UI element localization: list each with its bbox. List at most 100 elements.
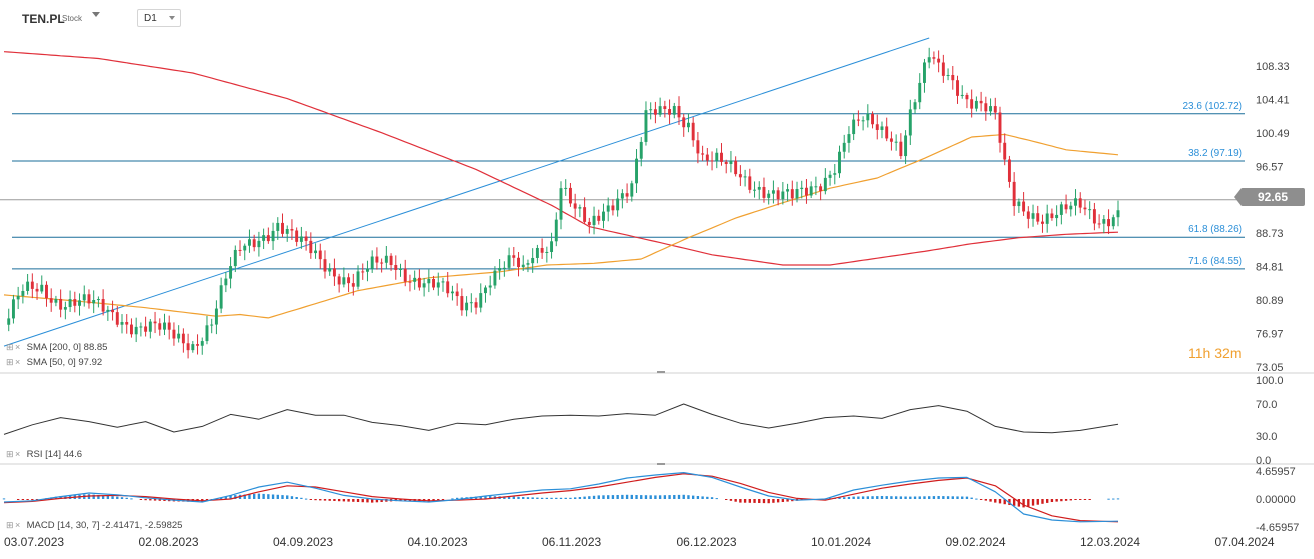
- candle-body: [351, 283, 355, 287]
- macd-histogram-bar: [866, 496, 870, 499]
- candle-body: [639, 141, 643, 159]
- macd-histogram-bar: [149, 499, 152, 501]
- candle-body: [512, 255, 516, 258]
- timeframe-select[interactable]: D1: [137, 9, 181, 27]
- macd-histogram-bar: [262, 493, 265, 499]
- candle-body: [904, 135, 908, 157]
- macd-histogram-bar: [984, 499, 988, 501]
- macd-histogram-bar: [158, 499, 161, 501]
- indicator-settings-icon[interactable]: ⊞: [6, 357, 14, 367]
- candle-body: [210, 324, 214, 326]
- macd-histogram-bar: [998, 499, 1002, 504]
- macd-histogram-bar: [540, 497, 544, 499]
- remove-indicator-icon[interactable]: ×: [15, 449, 21, 459]
- candle-body: [729, 160, 733, 165]
- fib-level-label: 61.8 (88.26): [1188, 224, 1242, 235]
- macd-histogram-bar: [1027, 499, 1030, 507]
- candle-body: [144, 326, 148, 332]
- candle-body: [399, 268, 402, 270]
- candle-body: [1074, 198, 1077, 206]
- indicator-settings-icon[interactable]: ⊞: [6, 449, 14, 459]
- candle-body: [583, 207, 587, 222]
- macd-histogram-bar: [16, 499, 20, 500]
- macd-histogram-bar: [781, 499, 785, 503]
- countdown-minutes: 32: [1214, 345, 1230, 361]
- date-axis-tick: 04.09.2023: [273, 535, 333, 549]
- remove-indicator-icon[interactable]: ×: [15, 357, 21, 367]
- macd-histogram-bar: [743, 499, 747, 503]
- candle-body: [125, 322, 129, 325]
- macd-histogram-bar: [337, 499, 341, 502]
- macd-histogram-bar: [1060, 499, 1063, 502]
- macd-histogram-bar: [21, 499, 25, 500]
- price-axis-tick: 76.97: [1256, 329, 1284, 341]
- candle-body: [521, 264, 525, 268]
- candle-body: [469, 302, 473, 304]
- candle-body: [956, 80, 959, 96]
- candle-body: [526, 263, 530, 265]
- macd-histogram-bar: [918, 496, 921, 499]
- macd-histogram-bar: [224, 496, 228, 499]
- macd-histogram-bar: [522, 496, 525, 499]
- macd-histogram-bar: [928, 496, 931, 499]
- date-axis-tick: 03.07.2023: [4, 535, 64, 549]
- sma50-legend-text: SMA [50, 0] 97.92: [26, 357, 103, 368]
- date-axis-tick: 09.02.2024: [946, 535, 1006, 549]
- macd-histogram-bar: [1046, 499, 1049, 503]
- macd-histogram-bar: [691, 495, 695, 499]
- candle-body: [984, 103, 988, 112]
- indicator-settings-icon[interactable]: ⊞: [6, 342, 14, 352]
- macd-histogram-bar: [97, 494, 100, 499]
- macd-histogram-bar: [706, 496, 709, 499]
- macd-histogram-bar: [545, 497, 549, 499]
- candle-body: [540, 247, 544, 253]
- candle-body: [163, 322, 166, 330]
- macd-axis-tick: 0.00000: [1256, 494, 1296, 506]
- candle-body: [40, 284, 44, 292]
- candle-body: [899, 141, 903, 157]
- candle-body: [998, 112, 1002, 143]
- macd-histogram-bar: [507, 496, 511, 499]
- macd-histogram-bar: [517, 496, 520, 499]
- candle-body: [281, 222, 284, 234]
- remove-indicator-icon[interactable]: ×: [15, 520, 21, 530]
- candle-body: [611, 205, 615, 211]
- macd-histogram-bar: [668, 495, 671, 499]
- candle-body: [568, 187, 572, 204]
- candle-body: [658, 106, 662, 115]
- candle-body: [455, 291, 459, 297]
- candle-body: [1045, 213, 1049, 224]
- candle-body: [49, 298, 53, 303]
- macd-signal-line: [3, 473, 1119, 523]
- candle-body: [908, 109, 912, 136]
- candle-body: [266, 235, 270, 242]
- price-axis-tick: 108.33: [1256, 61, 1290, 73]
- macd-histogram-bar: [979, 499, 983, 500]
- macd-histogram-bar: [1112, 498, 1115, 500]
- indicator-settings-icon[interactable]: ⊞: [6, 520, 14, 530]
- rsi-legend: ⊞× RSI [14] 44.6: [6, 449, 82, 460]
- symbol-name[interactable]: TEN.PL: [22, 12, 65, 26]
- candle-body: [630, 183, 634, 197]
- candle-body: [238, 249, 242, 251]
- candle-body: [153, 321, 157, 324]
- candle-body: [819, 186, 823, 192]
- candle-body: [691, 122, 695, 141]
- fib-level-label: 23.6 (102.72): [1183, 101, 1243, 112]
- candle-body: [285, 229, 289, 234]
- macd-histogram-bar: [64, 495, 67, 499]
- macd-histogram-bar: [323, 499, 327, 501]
- candle-body: [172, 329, 176, 339]
- candle-body: [965, 94, 969, 100]
- macd-histogram-bar: [649, 495, 652, 499]
- macd-histogram-bar: [710, 497, 714, 499]
- macd-histogram-bar: [876, 496, 879, 499]
- macd-histogram-bar: [932, 496, 936, 499]
- candle-body: [880, 126, 884, 130]
- price-axis-tick: 73.05: [1256, 362, 1284, 374]
- macd-histogram-bar: [847, 496, 851, 499]
- macd-histogram-bar: [913, 496, 917, 499]
- remove-indicator-icon[interactable]: ×: [15, 342, 21, 352]
- candle-body: [932, 57, 936, 59]
- symbol-dropdown-icon[interactable]: [92, 12, 100, 17]
